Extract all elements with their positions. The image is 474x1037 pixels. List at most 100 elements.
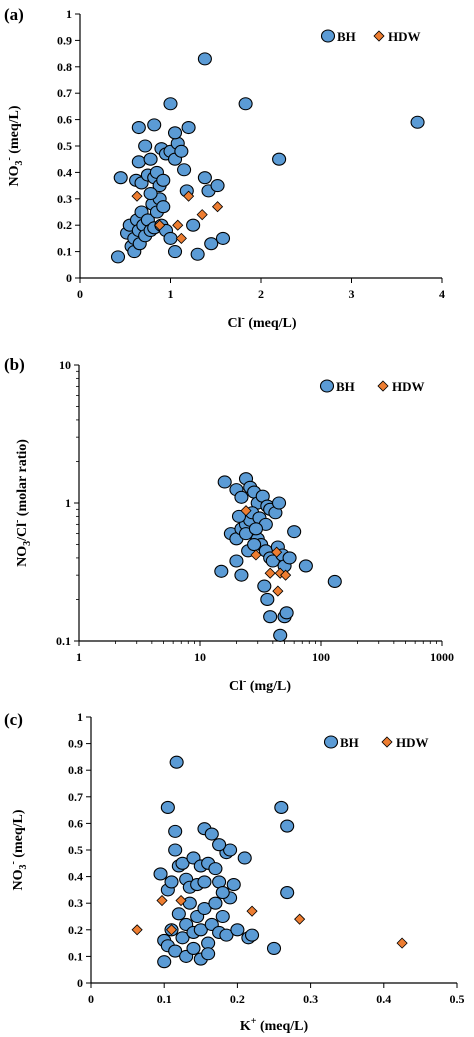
y-tick-label: 0.2 [57, 218, 72, 232]
data-point-bh [175, 856, 190, 870]
x-tick-label: 100 [312, 650, 330, 664]
panel-label: (a) [4, 5, 24, 24]
data-point-bh [201, 947, 216, 961]
y-tick-label: 0.8 [68, 763, 83, 777]
y-axis-label: NO3- (meq/L) [8, 809, 29, 890]
data-point-bh [131, 120, 146, 135]
legend-marker-bh [319, 379, 335, 393]
data-point-bh [279, 606, 294, 620]
data-point-bh [265, 554, 280, 568]
x-tick-label: 0.4 [376, 992, 391, 1006]
data-point-bh [169, 755, 184, 769]
data-point-bh [197, 171, 212, 185]
data-point-bh [263, 610, 278, 624]
x-tick-label: 0.3 [303, 992, 318, 1006]
data-point-bh [186, 218, 201, 232]
y-tick-label: 0.9 [57, 33, 72, 47]
data-point-bh [131, 155, 146, 169]
data-point-bh [143, 152, 158, 166]
y-tick-label: 0.3 [57, 192, 72, 206]
data-point-bh [181, 120, 196, 135]
data-point-hdw [156, 894, 168, 907]
panel-label: (b) [4, 355, 25, 374]
data-point-bh [287, 525, 302, 539]
data-point-bh [167, 245, 183, 259]
data-point-hdw [396, 937, 408, 949]
data-point-bh [174, 144, 189, 158]
y-axis-label: NO3/Cl- (molar ratio) [12, 439, 33, 567]
legend-label-hdw: HDW [392, 379, 425, 394]
data-point-bh [214, 564, 229, 578]
x-tick-label: 10 [194, 650, 206, 664]
data-point-hdw [211, 201, 224, 213]
data-point-bh [217, 475, 232, 489]
data-point-bh [208, 862, 223, 876]
data-point-bh [266, 941, 282, 955]
data-point-bh [280, 819, 295, 833]
data-point-bh [274, 800, 289, 814]
y-tick-label: 0.2 [68, 923, 83, 937]
y-tick-label: 1 [65, 496, 71, 510]
y-tick-label: 0.6 [68, 816, 83, 830]
data-point-bh [215, 231, 231, 245]
data-point-bh [110, 250, 126, 264]
data-point-bh [157, 955, 172, 969]
data-point-bh [280, 886, 295, 900]
data-point-bh [197, 52, 212, 66]
legend-label-bh: BH [337, 29, 356, 44]
data-point-bh [210, 179, 225, 193]
data-point-hdw [131, 924, 143, 936]
data-point-bh [223, 843, 238, 857]
x-tick-label: 0.5 [450, 992, 465, 1006]
data-point-bh [215, 909, 230, 924]
y-tick-label: 0.4 [57, 165, 72, 179]
data-point-bh [410, 115, 425, 129]
x-tick-label: 0 [88, 992, 94, 1006]
legend-label-bh: BH [336, 379, 355, 394]
legend-marker-hdw [381, 736, 393, 748]
data-point-bh [163, 97, 178, 111]
data-point-bh [163, 231, 178, 245]
y-tick-label: 0.1 [57, 245, 72, 259]
data-point-bh [271, 496, 287, 510]
data-point-hdw [154, 219, 166, 231]
data-point-bh [215, 886, 230, 900]
data-point-bh [160, 800, 175, 814]
legend-label-hdw: HDW [396, 735, 429, 750]
data-point-bh [247, 537, 262, 552]
data-point-bh [212, 838, 227, 852]
data-point-bh [219, 928, 234, 942]
data-point-bh [138, 139, 153, 153]
x-axis-label: Cl- (meq/L) [227, 313, 296, 331]
data-point-hdw [272, 585, 284, 597]
legend-marker-bh [320, 29, 336, 43]
data-point-hdw [172, 219, 184, 231]
data-point-bh [327, 574, 342, 589]
data-point-bh [193, 923, 208, 937]
data-point-bh [298, 559, 313, 573]
y-tick-label: 0.4 [68, 870, 83, 884]
x-tick-label: 1000 [430, 650, 454, 664]
data-point-hdw [165, 924, 178, 936]
data-point-bh [273, 628, 288, 642]
y-tick-label: 0 [66, 271, 72, 285]
data-point-bh [190, 247, 205, 261]
data-point-bh [113, 171, 128, 185]
y-tick-label: 0.9 [68, 737, 83, 751]
data-point-bh [171, 907, 186, 921]
x-tick-label: 1 [168, 287, 174, 301]
y-tick-label: 0.6 [57, 113, 72, 127]
data-point-bh [168, 944, 183, 958]
legend-label-hdw: HDW [388, 29, 421, 44]
y-tick-label: 0 [77, 976, 83, 990]
data-point-bh [182, 896, 197, 910]
data-point-bh [237, 851, 252, 865]
data-point-bh [168, 824, 183, 838]
data-point-bh [167, 126, 183, 140]
data-point-bh [229, 554, 244, 568]
data-point-bh [257, 579, 272, 593]
data-point-bh [164, 875, 179, 889]
data-point-bh [156, 200, 171, 214]
data-point-hdw [183, 190, 195, 202]
